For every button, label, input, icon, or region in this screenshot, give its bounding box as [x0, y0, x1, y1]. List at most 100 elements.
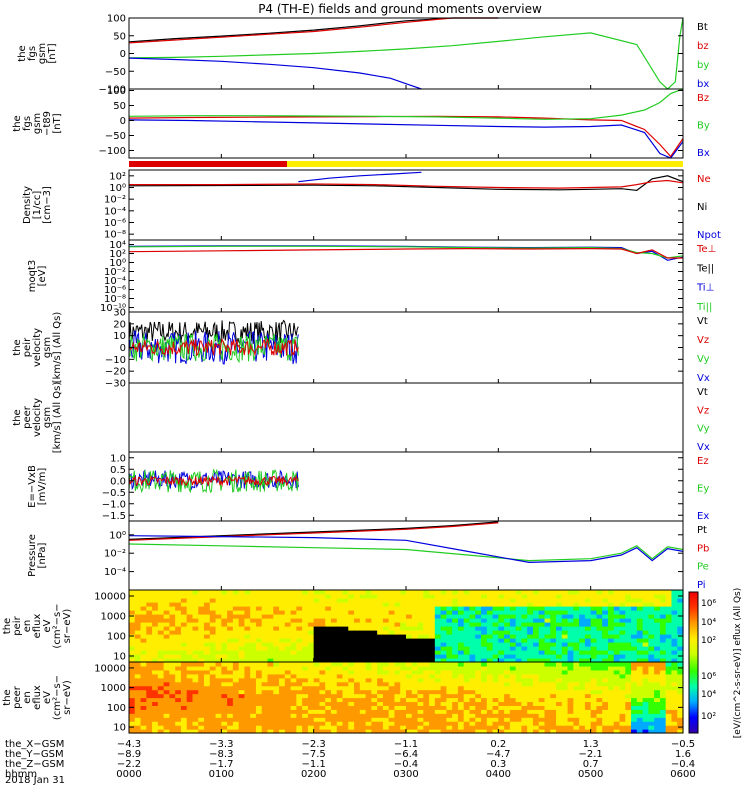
heatmap-cell — [209, 602, 217, 607]
heatmap-cell — [290, 665, 297, 671]
heatmap-cell — [429, 654, 436, 659]
heatmap-cell — [163, 717, 170, 722]
heatmap-cell — [302, 725, 309, 730]
heatmap-cell — [509, 681, 517, 687]
heatmap-cell — [192, 701, 199, 706]
legend-By: By — [697, 121, 710, 132]
heatmap-cell — [654, 606, 661, 611]
heatmap-cell — [134, 650, 142, 655]
heatmap-cell — [509, 685, 517, 691]
heatmap-cell — [440, 669, 447, 675]
heatmap-cell — [359, 729, 367, 734]
heatmap-cell — [659, 650, 667, 655]
heatmap-cell — [596, 693, 603, 699]
heatmap-cell — [348, 697, 355, 703]
heatmap-cell — [186, 685, 194, 691]
heatmap-cell — [388, 650, 396, 655]
heatmap-cell — [492, 673, 499, 679]
heatmap-cell — [238, 681, 246, 687]
heatmap-cell — [625, 634, 632, 639]
heatmap-cell — [544, 654, 551, 659]
heatmap-cell — [394, 669, 401, 675]
heatmap-cell — [417, 721, 424, 726]
heatmap-cell — [215, 590, 222, 595]
heatmap-cell — [590, 709, 598, 714]
heatmap-cell — [180, 658, 188, 663]
heatmap-cell — [625, 725, 632, 730]
heatmap-cell — [336, 693, 344, 699]
heatmap-cell — [359, 697, 367, 703]
heatmap-cell — [388, 606, 396, 611]
heatmap-cell — [273, 669, 280, 675]
heatmap-cell — [452, 689, 459, 695]
heatmap-cell — [163, 693, 170, 699]
heatmap-cell — [140, 729, 147, 734]
heatmap-cell — [336, 606, 344, 611]
heatmap-cell — [359, 634, 367, 639]
heatmap-cell — [198, 650, 205, 655]
heatmap-cell — [273, 685, 280, 691]
heatmap-cell — [388, 665, 396, 671]
heatmap-cell — [307, 622, 315, 627]
heatmap-cell — [382, 701, 390, 706]
heatmap-cell — [631, 642, 638, 647]
heatmap-cell — [388, 721, 396, 726]
heatmap-cell — [180, 729, 188, 734]
heatmap-cell — [394, 614, 401, 619]
heatmap-cell — [469, 626, 476, 631]
heatmap-cell — [371, 677, 378, 683]
heatmap-cell — [129, 673, 136, 679]
heatmap-cell — [584, 673, 592, 679]
heatmap-cell — [584, 709, 592, 714]
heatmap-cell — [457, 721, 465, 726]
heatmap-cell — [238, 606, 246, 611]
heatmap-cell — [140, 662, 147, 667]
heatmap-cell — [654, 693, 661, 699]
heatmap-cell — [625, 685, 632, 691]
heatmap-cell — [215, 606, 222, 611]
heatmap-cell — [486, 610, 494, 615]
heatmap-cell — [129, 622, 136, 627]
heatmap-cell — [406, 626, 413, 631]
heatmap-cell — [307, 662, 315, 667]
heatmap-cell — [607, 614, 615, 619]
heatmap-cell — [325, 602, 332, 607]
heatmap-cell — [665, 673, 673, 679]
heatmap-cell — [619, 598, 626, 603]
heatmap-cell — [596, 658, 603, 663]
heatmap-cell — [198, 662, 205, 667]
heatmap-cell — [434, 618, 442, 623]
heatmap-cell — [654, 598, 661, 603]
heatmap-cell — [134, 606, 142, 611]
heatmap-cell — [573, 598, 580, 603]
heatmap-cell — [613, 622, 621, 627]
heatmap-cell — [261, 634, 269, 639]
heatmap-cell — [140, 598, 147, 603]
heatmap-cell — [296, 646, 303, 651]
heatmap-cell — [492, 618, 499, 623]
heatmap-cell — [550, 701, 557, 706]
heatmap-cell — [152, 602, 159, 607]
heatmap-cell — [509, 658, 517, 663]
heatmap-cell — [527, 610, 534, 615]
heatmap-cell — [146, 689, 153, 695]
heatmap-cell — [175, 665, 182, 671]
heatmap-cell — [342, 622, 349, 627]
heatmap-cell — [596, 709, 603, 714]
heatmap-cell — [579, 602, 586, 607]
heatmap-cell — [209, 626, 217, 631]
heatmap-cell — [544, 630, 551, 635]
heatmap-cell — [602, 709, 609, 714]
heatmap-cell — [279, 602, 286, 607]
heatmap-cell — [538, 701, 546, 706]
heatmap-cell — [619, 725, 626, 730]
heatmap-cell — [244, 618, 251, 623]
heatmap-cell — [382, 614, 390, 619]
heatmap-cell — [481, 614, 488, 619]
heatmap-cell — [400, 669, 407, 675]
heatmap-cell — [371, 630, 378, 635]
heatmap-cell — [330, 646, 338, 651]
heatmap-cell — [671, 697, 678, 703]
heatmap-cell — [232, 602, 240, 607]
heatmap-cell — [527, 598, 534, 603]
